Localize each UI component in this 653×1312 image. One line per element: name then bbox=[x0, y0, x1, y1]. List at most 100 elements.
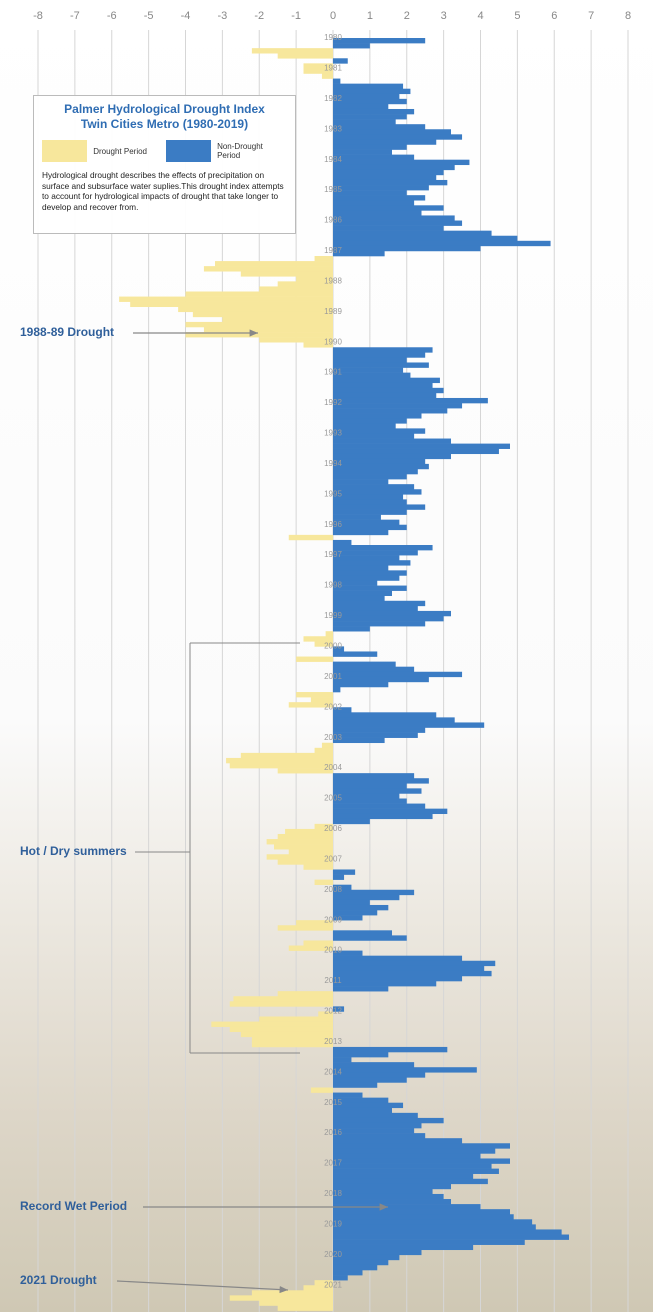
x-tick-label: 0 bbox=[330, 10, 336, 22]
bar bbox=[333, 240, 551, 247]
bar bbox=[333, 930, 392, 936]
x-tick-label: -4 bbox=[181, 10, 191, 22]
bar bbox=[333, 114, 407, 120]
bar bbox=[333, 195, 426, 201]
bar bbox=[333, 899, 370, 906]
bar bbox=[303, 63, 333, 69]
bar bbox=[333, 362, 429, 368]
bar bbox=[333, 1072, 426, 1078]
bar bbox=[333, 185, 429, 191]
bar bbox=[333, 174, 437, 181]
y-tick-label: 2007 bbox=[324, 854, 342, 863]
bar bbox=[333, 813, 433, 820]
bar bbox=[333, 1178, 488, 1185]
bar bbox=[277, 768, 333, 774]
bar bbox=[333, 1158, 510, 1164]
bar bbox=[333, 970, 492, 977]
bar bbox=[333, 1214, 514, 1220]
y-tick-label: 2015 bbox=[324, 1098, 342, 1107]
bar bbox=[333, 950, 363, 956]
bar bbox=[314, 879, 333, 885]
x-tick-label: 8 bbox=[625, 10, 631, 22]
bar bbox=[333, 965, 485, 972]
bar bbox=[333, 1163, 492, 1169]
bar bbox=[333, 1193, 444, 1200]
legend-swatch bbox=[42, 140, 88, 162]
bar bbox=[333, 1234, 569, 1240]
bar bbox=[333, 98, 407, 105]
bar bbox=[333, 960, 496, 967]
bar bbox=[333, 869, 356, 875]
bar bbox=[226, 757, 333, 764]
bar bbox=[333, 621, 426, 627]
bar bbox=[251, 1041, 333, 1048]
bar bbox=[333, 1173, 474, 1180]
bar bbox=[333, 874, 345, 880]
bar bbox=[333, 600, 426, 607]
y-tick-label: 2004 bbox=[324, 763, 342, 772]
bar bbox=[333, 347, 433, 353]
bar bbox=[333, 1077, 407, 1083]
bar bbox=[333, 418, 407, 424]
bar bbox=[314, 641, 333, 647]
bar bbox=[333, 803, 426, 809]
bar bbox=[266, 854, 333, 860]
bar bbox=[333, 509, 407, 515]
bar bbox=[333, 646, 345, 652]
bar bbox=[333, 149, 392, 155]
bar bbox=[296, 276, 333, 282]
bar bbox=[333, 225, 444, 231]
bar bbox=[333, 793, 400, 799]
bar bbox=[333, 519, 400, 526]
bar bbox=[333, 1199, 451, 1205]
bar bbox=[333, 1102, 404, 1109]
bar bbox=[185, 332, 333, 338]
bar bbox=[314, 747, 333, 754]
bar bbox=[333, 1046, 448, 1053]
x-tick-label: 1 bbox=[367, 10, 373, 22]
bar bbox=[333, 808, 448, 815]
bar bbox=[333, 387, 444, 394]
bar bbox=[333, 798, 407, 804]
bar bbox=[333, 986, 389, 992]
bar bbox=[333, 955, 463, 962]
y-tick-label: 2010 bbox=[324, 946, 342, 955]
y-tick-label: 1982 bbox=[324, 94, 342, 103]
bar bbox=[296, 692, 333, 698]
y-tick-label: 1981 bbox=[324, 64, 342, 73]
bar bbox=[333, 651, 378, 657]
bar bbox=[333, 134, 463, 140]
bar bbox=[333, 1062, 415, 1068]
bar bbox=[333, 605, 418, 612]
bar bbox=[251, 1036, 333, 1043]
bar bbox=[333, 717, 455, 723]
bar bbox=[251, 1290, 333, 1296]
bar bbox=[333, 453, 451, 460]
x-tick-label: 5 bbox=[514, 10, 520, 22]
bar bbox=[333, 200, 415, 206]
y-tick-label: 2020 bbox=[324, 1250, 342, 1259]
bar bbox=[333, 1122, 422, 1129]
y-tick-label: 1989 bbox=[324, 307, 342, 316]
bar bbox=[333, 139, 437, 145]
bar bbox=[333, 1006, 345, 1012]
x-tick-label: -1 bbox=[291, 10, 301, 22]
y-tick-label: 1993 bbox=[324, 429, 342, 438]
x-tick-label: 7 bbox=[588, 10, 594, 22]
bar bbox=[333, 1254, 400, 1261]
bar bbox=[296, 920, 333, 926]
x-tick-label: 2 bbox=[404, 10, 410, 22]
bar bbox=[333, 1183, 451, 1190]
bar bbox=[333, 707, 352, 713]
bar bbox=[333, 1188, 433, 1195]
bar bbox=[333, 910, 378, 916]
bar bbox=[333, 103, 389, 110]
legend-label: Drought Period bbox=[93, 146, 147, 156]
y-tick-label: 1996 bbox=[324, 520, 342, 529]
bar bbox=[333, 545, 433, 551]
bar bbox=[333, 671, 463, 678]
bar bbox=[333, 783, 407, 789]
bar bbox=[333, 1229, 562, 1235]
bar bbox=[303, 68, 333, 74]
